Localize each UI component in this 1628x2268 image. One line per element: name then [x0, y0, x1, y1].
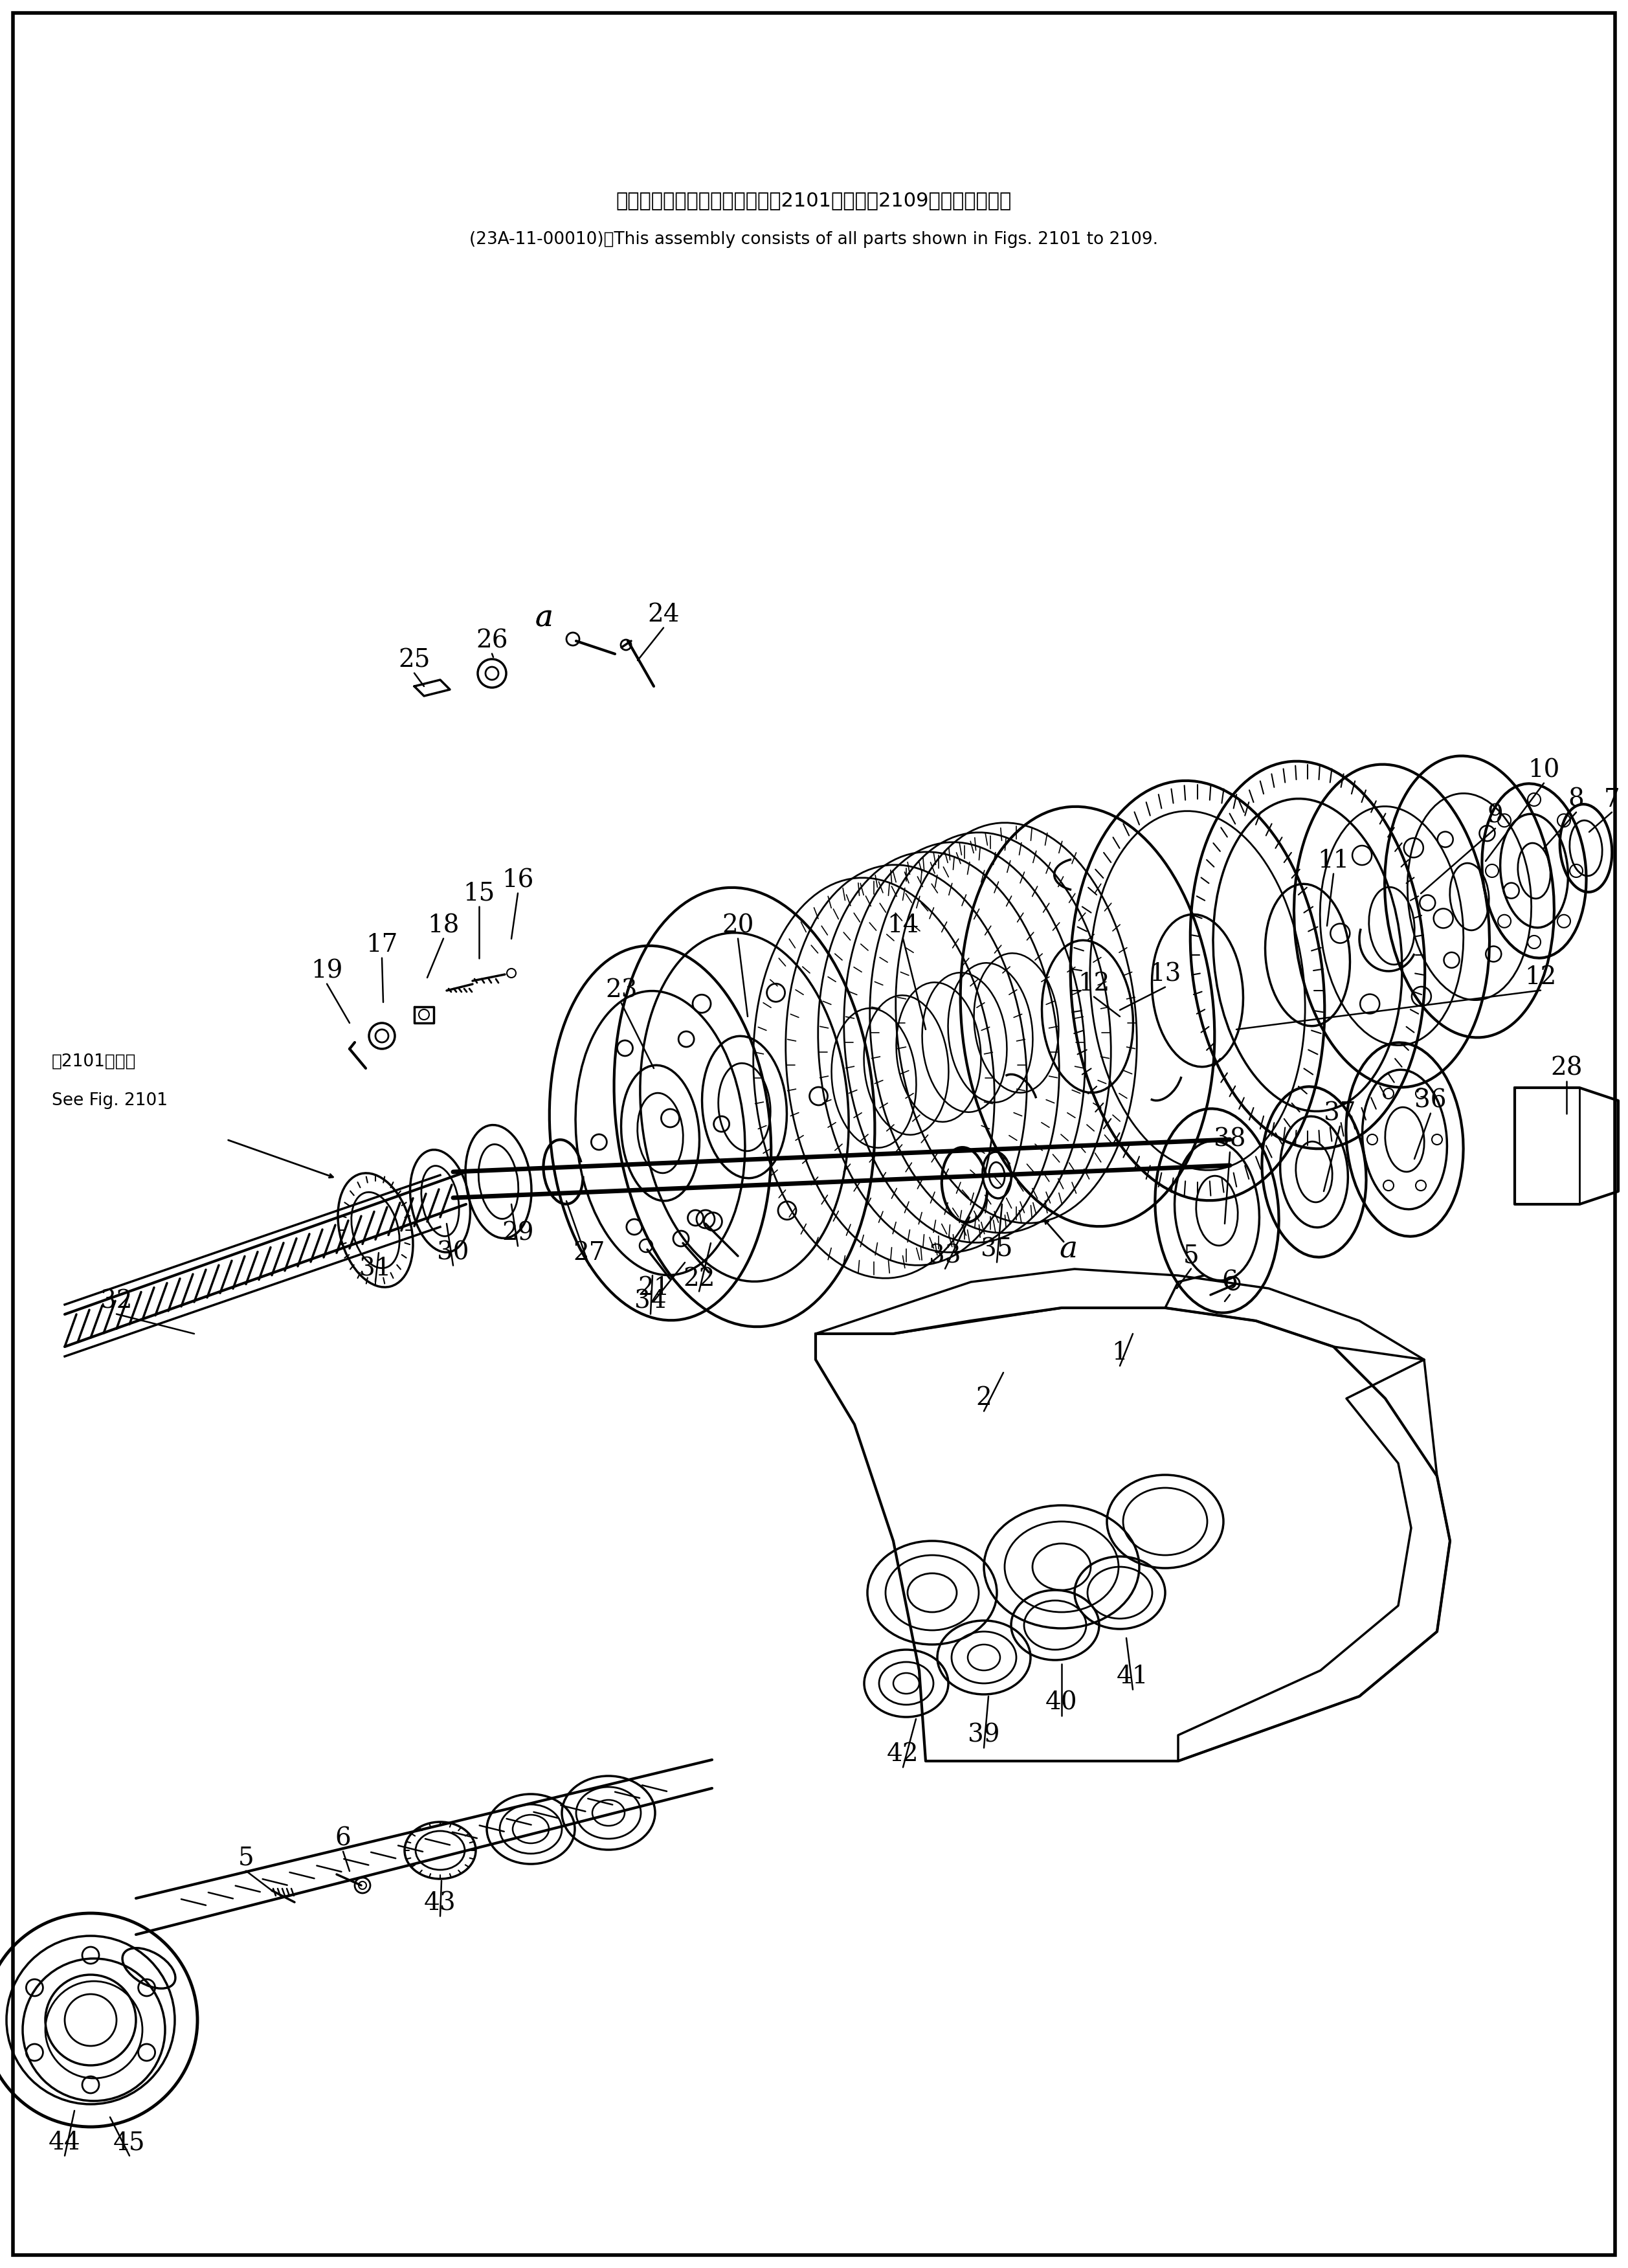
Text: 15: 15 — [462, 882, 495, 905]
Text: 25: 25 — [399, 649, 430, 671]
Text: 13: 13 — [1149, 962, 1182, 987]
Text: 22: 22 — [684, 1268, 715, 1290]
Text: 5: 5 — [1184, 1245, 1200, 1268]
Text: 24: 24 — [648, 603, 679, 626]
Text: 43: 43 — [425, 1892, 456, 1916]
Text: 35: 35 — [980, 1238, 1013, 1261]
Text: 34: 34 — [635, 1290, 666, 1313]
Text: 44: 44 — [49, 2132, 81, 2155]
Text: このアセンブリの構成部品は第2101図から第2109図まで含みます: このアセンブリの構成部品は第2101図から第2109図まで含みます — [615, 191, 1013, 211]
Text: 18: 18 — [428, 914, 459, 939]
Text: 12: 12 — [1525, 966, 1556, 989]
Text: 36: 36 — [1415, 1089, 1447, 1114]
Text: 37: 37 — [1324, 1102, 1356, 1125]
Text: 2: 2 — [975, 1386, 991, 1411]
Text: 29: 29 — [501, 1222, 534, 1245]
Text: 9: 9 — [1488, 803, 1503, 828]
Text: a: a — [534, 603, 554, 633]
Text: 28: 28 — [1550, 1057, 1582, 1080]
Text: 10: 10 — [1527, 758, 1560, 782]
Text: 38: 38 — [1214, 1127, 1245, 1152]
Text: 12: 12 — [1078, 973, 1110, 996]
Text: 33: 33 — [930, 1245, 961, 1268]
Text: 14: 14 — [887, 914, 920, 939]
Text: 19: 19 — [311, 959, 344, 982]
Text: 41: 41 — [1117, 1665, 1149, 1690]
Text: 17: 17 — [366, 934, 397, 957]
Text: 7: 7 — [1604, 787, 1620, 812]
Text: 11: 11 — [1317, 848, 1350, 873]
Text: 23: 23 — [606, 978, 638, 1002]
Text: 45: 45 — [114, 2132, 145, 2155]
Text: 6: 6 — [1223, 1270, 1237, 1295]
Text: 26: 26 — [475, 628, 508, 653]
Text: See Fig. 2101: See Fig. 2101 — [52, 1093, 168, 1109]
Text: 40: 40 — [1045, 1692, 1078, 1715]
Text: 第2101図参照: 第2101図参照 — [52, 1052, 137, 1070]
Text: a: a — [1058, 1234, 1078, 1263]
Text: 20: 20 — [721, 914, 754, 939]
Text: 6: 6 — [335, 1826, 352, 1851]
Text: 16: 16 — [501, 869, 534, 894]
Text: 5: 5 — [238, 1846, 254, 1871]
Text: a: a — [536, 603, 552, 633]
Text: 39: 39 — [969, 1724, 1000, 1746]
Text: 27: 27 — [573, 1241, 606, 1266]
Text: 32: 32 — [101, 1290, 132, 1313]
Text: 1: 1 — [1112, 1340, 1128, 1365]
Text: 31: 31 — [360, 1256, 391, 1281]
Text: 21: 21 — [638, 1277, 669, 1300]
Text: (23A-11-00010)：This assembly consists of all parts shown in Figs. 2101 to 2109.: (23A-11-00010)：This assembly consists of… — [469, 231, 1159, 247]
Text: 8: 8 — [1568, 787, 1584, 812]
Text: 42: 42 — [887, 1742, 920, 1767]
Text: 30: 30 — [436, 1241, 469, 1266]
